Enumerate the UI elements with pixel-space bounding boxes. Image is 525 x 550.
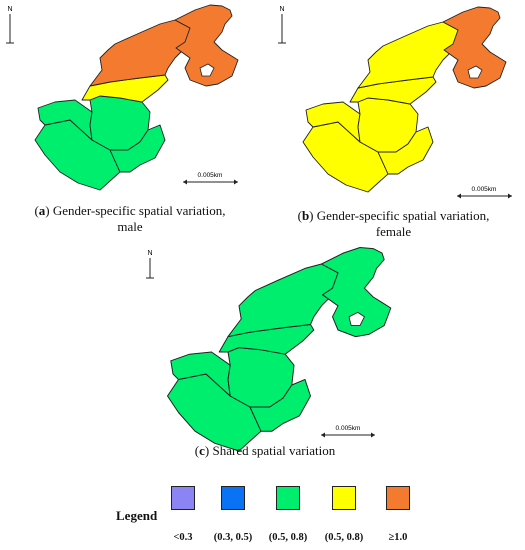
- caption-b-line2: female: [375, 224, 412, 239]
- region-northeast: [442, 6, 507, 89]
- north-arrow-icon: N: [6, 6, 14, 44]
- legend-swatch-3: [276, 486, 300, 510]
- caption-c-text: Shared spatial variation: [212, 443, 336, 458]
- caption-c-label: c: [199, 443, 205, 458]
- north-arrow-icon: N: [278, 6, 286, 44]
- scale-label: 0.005km: [472, 186, 497, 193]
- lake: [348, 311, 365, 327]
- region-north: [227, 263, 339, 338]
- legend-swatch-1: [171, 486, 195, 510]
- caption-b: (b) Gender-specific spatial variation, f…: [297, 208, 490, 239]
- region-layer: [302, 6, 507, 193]
- map-panel-b: N 0.005km (b) Gender-specific spatial va…: [262, 0, 525, 240]
- caption-a: (a) Gender-specific spatial variation, m…: [34, 203, 226, 234]
- region-northeast: [174, 4, 239, 87]
- region-layer: [167, 247, 392, 452]
- map-b-svg: N 0.005km: [278, 6, 512, 199]
- region-northeast: [321, 247, 392, 338]
- scale-bar-icon: 0.005km: [321, 425, 375, 438]
- scale-bar-icon: 0.005km: [457, 186, 512, 199]
- legend-swatch-5: [386, 486, 410, 510]
- legend-title: Legend: [116, 508, 158, 523]
- map-c-svg: N 0.005km: [146, 247, 392, 452]
- map-panel-c: N 0.005km (c) Shared spatial variation: [125, 247, 405, 463]
- legend-label-4: (0.5, 0.8): [324, 532, 364, 543]
- legend-swatch-4: [332, 486, 356, 510]
- north-label: N: [7, 6, 12, 13]
- north-arrow-icon: N: [146, 250, 154, 279]
- region-north: [89, 19, 191, 87]
- caption-c: (c) Shared spatial variation: [194, 443, 336, 458]
- scale-label: 0.005km: [198, 172, 223, 179]
- lake: [199, 63, 215, 77]
- caption-b-text: Gender-specific spatial variation,: [316, 208, 490, 223]
- caption-a-line2: male: [117, 219, 143, 234]
- region-north: [357, 21, 459, 89]
- scale-bar-icon: 0.005km: [183, 172, 238, 185]
- legend-label-5: ≥1.0: [388, 532, 408, 543]
- caption-a-label: a: [38, 203, 46, 218]
- map-panel-a: N 0.005km (a) Gender-specific spatial va…: [0, 0, 260, 235]
- north-label: N: [147, 250, 152, 257]
- legend-label-3: (0.5, 0.8): [268, 532, 308, 543]
- legend-label-1: <0.3: [173, 532, 193, 543]
- region-east: [109, 124, 166, 173]
- region-east: [249, 379, 311, 432]
- legend-swatch-2: [221, 486, 245, 510]
- legend-label-2: (0.3, 0.5): [213, 532, 253, 543]
- map-a-svg: N 0.005km: [6, 4, 239, 191]
- region-east: [377, 126, 434, 175]
- lake: [467, 65, 483, 79]
- legend: Legend <0.3 (0.3, 0.5) (0.5, 0.8) (0.5, …: [0, 478, 525, 550]
- north-label: N: [279, 6, 284, 13]
- caption-a-text: Gender-specific spatial variation,: [52, 203, 226, 218]
- caption-b-label: b: [301, 208, 310, 223]
- region-layer: [34, 4, 239, 191]
- scale-label: 0.005km: [336, 425, 361, 432]
